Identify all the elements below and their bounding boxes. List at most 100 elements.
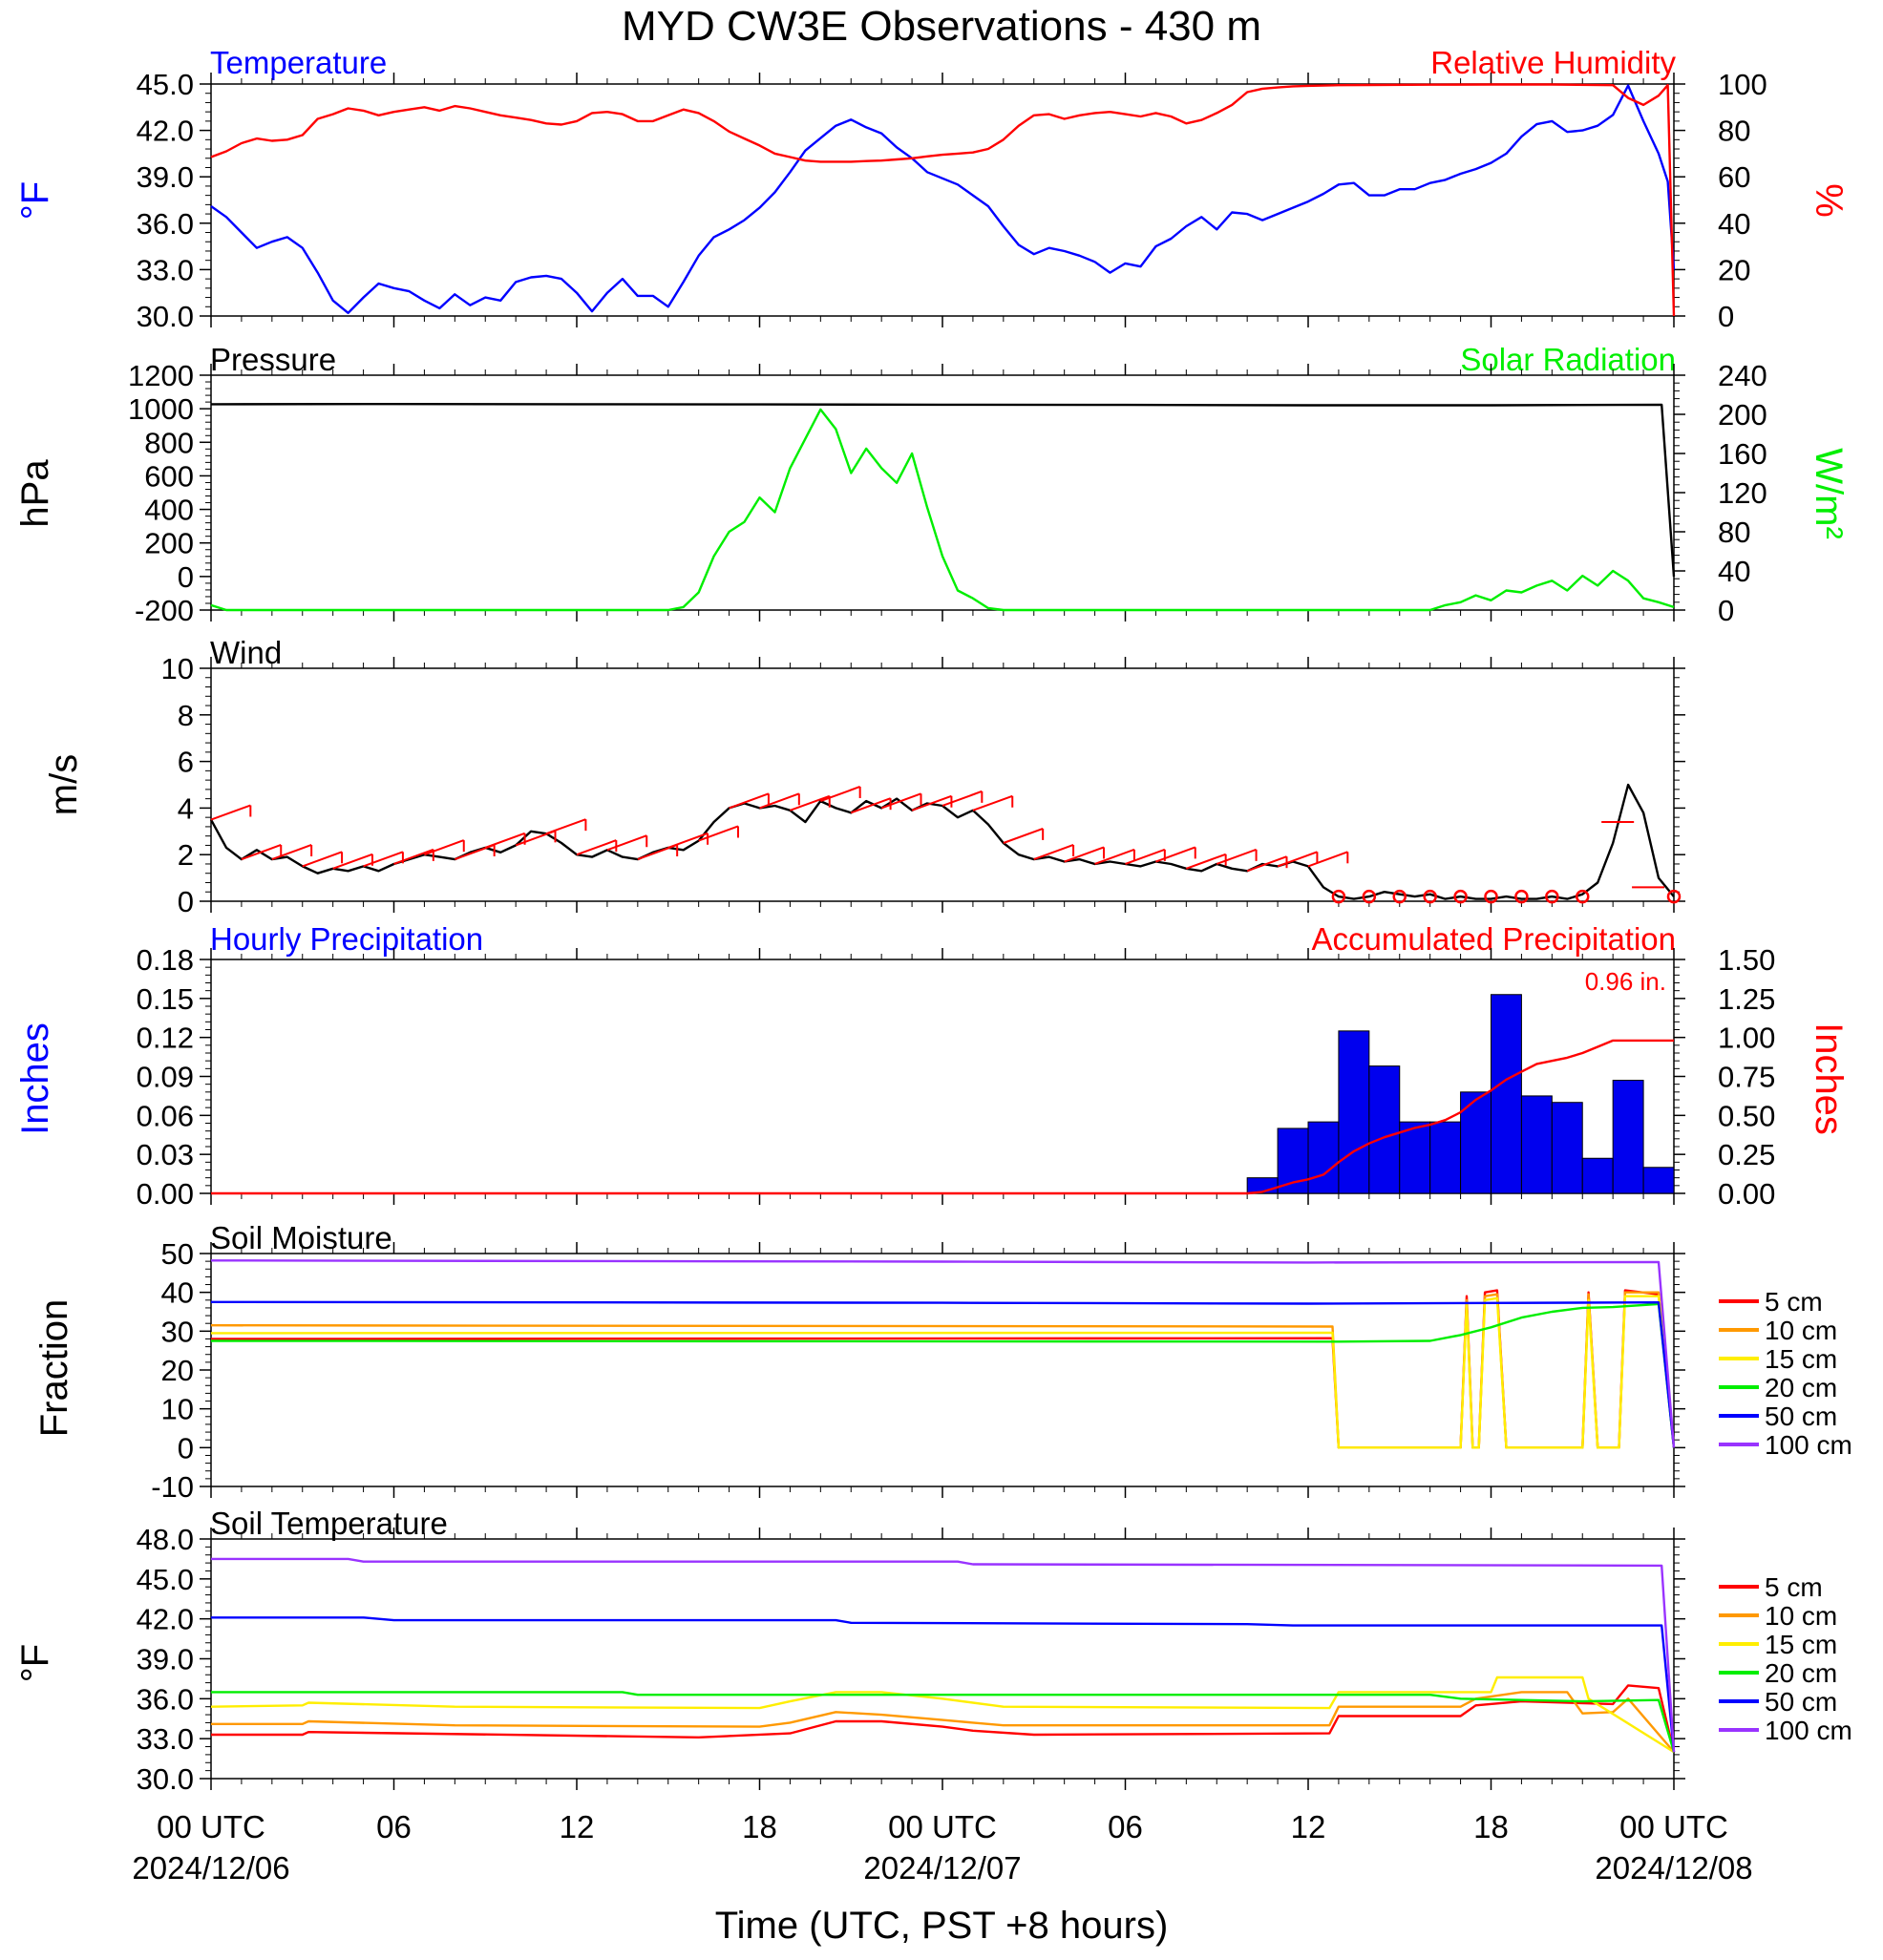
pressure_solar-ytick-label-left: -200 — [135, 594, 194, 627]
wind-barb — [1003, 827, 1044, 844]
temperature_humidity-ytick-label-left: 39.0 — [137, 160, 194, 194]
precipitation-ytick-label-left: 0.18 — [137, 943, 194, 977]
x-tick-date: 2024/12/08 — [1595, 1850, 1752, 1886]
wind-barb — [545, 818, 586, 835]
wind-barb — [1155, 846, 1196, 863]
precip-bar — [1551, 1102, 1583, 1194]
soil_moisture-ytick-label-left: 20 — [161, 1354, 194, 1387]
calm-wind-marker — [1362, 889, 1377, 904]
x-tick-label: 00 UTC — [888, 1809, 997, 1844]
x-axis-title: Time (UTC, PST +8 hours) — [715, 1905, 1169, 1947]
wind-barb — [302, 851, 343, 868]
temperature-title: Temperature — [210, 45, 387, 80]
precip-bar — [1399, 1121, 1431, 1194]
wind-ytick-label-left: 10 — [161, 652, 194, 685]
solar-radiation-title: Solar Radiation — [1460, 342, 1676, 377]
temperature_humidity-ytick-label-right: 80 — [1718, 115, 1750, 148]
x-tick-label: 06 — [376, 1809, 412, 1844]
temperature_humidity-line-relative-humidity — [210, 83, 1676, 317]
precipitation-ytick-label-right: 0.25 — [1718, 1138, 1775, 1171]
legend-label: 20 cm — [1765, 1373, 1837, 1402]
wind-barb — [1277, 851, 1318, 868]
accumulated-precipitation-title: Accumulated Precipitation — [1311, 921, 1676, 957]
soil_temperature-line-20-cm — [211, 1691, 1676, 1753]
soil-moisture-ylabel: Fraction — [33, 1299, 75, 1438]
wind-barb — [1216, 848, 1257, 865]
pressure_solar-ytick-label-right: 80 — [1718, 516, 1750, 549]
soil_moisture-ytick-label-left: 0 — [178, 1431, 194, 1465]
pressure_solar-ytick-label-left: 800 — [144, 426, 194, 459]
precipitation-ytick-label-right: 0.50 — [1718, 1099, 1775, 1132]
temperature_humidity-ytick-label-right: 60 — [1718, 160, 1750, 194]
legend-label: 20 cm — [1765, 1658, 1837, 1688]
wind-barb — [424, 839, 465, 856]
wind-barb — [1246, 855, 1287, 873]
wind-ytick-label-left: 0 — [178, 885, 194, 918]
soil_moisture-line-100-cm — [210, 1259, 1676, 1448]
solar-ylabel: W/m² — [1808, 448, 1850, 539]
x-tick-label: 00 UTC — [157, 1809, 265, 1844]
calm-wind-marker — [1545, 889, 1559, 904]
precip-bar — [1429, 1121, 1462, 1194]
legend-label: 15 cm — [1765, 1630, 1837, 1659]
temperature_humidity-ytick-label-right: 20 — [1718, 253, 1750, 286]
x-axis: Time (UTC, PST +8 hours) 00 UTC 2024/12/0… — [132, 1809, 1752, 1947]
calm-wind-marker — [1392, 889, 1407, 904]
wind-barb — [819, 786, 861, 803]
pressure_solar-ytick-label-left: 1000 — [128, 392, 194, 426]
soil_temperature-ytick-label-left: 42.0 — [137, 1603, 194, 1636]
precip-bar — [1612, 1080, 1644, 1194]
pressure_solar-ytick-label-left: 0 — [178, 560, 194, 594]
pressure_solar-ytick-label-left: 400 — [144, 494, 194, 527]
wind-barb — [363, 851, 404, 868]
soil_temperature-line-5-cm — [211, 1684, 1676, 1753]
precipitation-ytick-label-right: 0.75 — [1718, 1061, 1775, 1094]
pressure-ylabel: hPa — [14, 459, 56, 528]
wind-barb — [576, 839, 617, 856]
wind-barb — [1185, 853, 1227, 870]
soil_temperature-ytick-label-left: 48.0 — [137, 1523, 194, 1556]
wind-barb — [1307, 851, 1348, 868]
wind-barb — [332, 853, 373, 870]
legend-label: 100 cm — [1765, 1430, 1852, 1460]
wind-barb — [972, 794, 1013, 811]
wind-barb — [1033, 844, 1074, 861]
pressure_solar-ytick-label-right: 160 — [1718, 437, 1767, 471]
precip-bar — [1581, 1157, 1614, 1194]
legend-label: 5 cm — [1765, 1572, 1823, 1602]
wind-ytick-label-left: 6 — [178, 746, 194, 779]
panel-soil-moisture: Soil Moisture Fraction -10 0 10 20 30 40 50 5 c… — [33, 1220, 1852, 1504]
hourly-precipitation-title: Hourly Precipitation — [210, 921, 483, 957]
legend-label: 15 cm — [1765, 1344, 1837, 1374]
x-tick-label: 06 — [1108, 1809, 1143, 1844]
precipitation-ytick-label-right: 1.00 — [1718, 1022, 1775, 1055]
wind-title: Wind — [210, 635, 282, 670]
temperature_humidity-ytick-label-right: 100 — [1718, 68, 1767, 101]
x-tick-label: 00 UTC — [1619, 1809, 1728, 1844]
x-tick-date: 2024/12/06 — [132, 1850, 289, 1886]
wind-barb — [393, 848, 434, 865]
wind-barb — [880, 792, 921, 810]
legend-label: 100 cm — [1765, 1716, 1852, 1745]
temperature-ylabel: °F — [14, 181, 56, 220]
precip-bar — [1520, 1095, 1553, 1194]
panel-soil-temperature: Soil Temperature °F 30.0 33.0 36.0 39.0 42.0… — [14, 1506, 1852, 1796]
wind-barb — [790, 794, 831, 811]
panel-pressure-solar: Pressure Solar Radiation hPa W/m² -20002… — [14, 342, 1850, 627]
pressure-title: Pressure — [210, 342, 336, 377]
calm-wind-marker — [1331, 889, 1346, 904]
calm-wind-marker — [1423, 889, 1437, 904]
x-tick-label: 12 — [560, 1809, 595, 1844]
soil_moisture-line-20-cm — [210, 1302, 1676, 1448]
soil_temperature-ytick-label-left: 30.0 — [137, 1762, 194, 1796]
precipitation-ytick-label-left: 0.09 — [137, 1061, 194, 1094]
soil_moisture-ytick-label-left: -10 — [151, 1470, 194, 1504]
wind-barb — [241, 844, 282, 861]
humidity-ylabel: % — [1808, 183, 1850, 218]
precip-bar — [1338, 1030, 1370, 1194]
wind-barb — [759, 792, 800, 810]
relative-humidity-title: Relative Humidity — [1430, 45, 1676, 80]
temperature_humidity-ytick-label-right: 40 — [1718, 207, 1750, 241]
precip-bar — [1642, 1167, 1675, 1194]
pressure_solar-line-solar-radiation — [210, 408, 1675, 612]
